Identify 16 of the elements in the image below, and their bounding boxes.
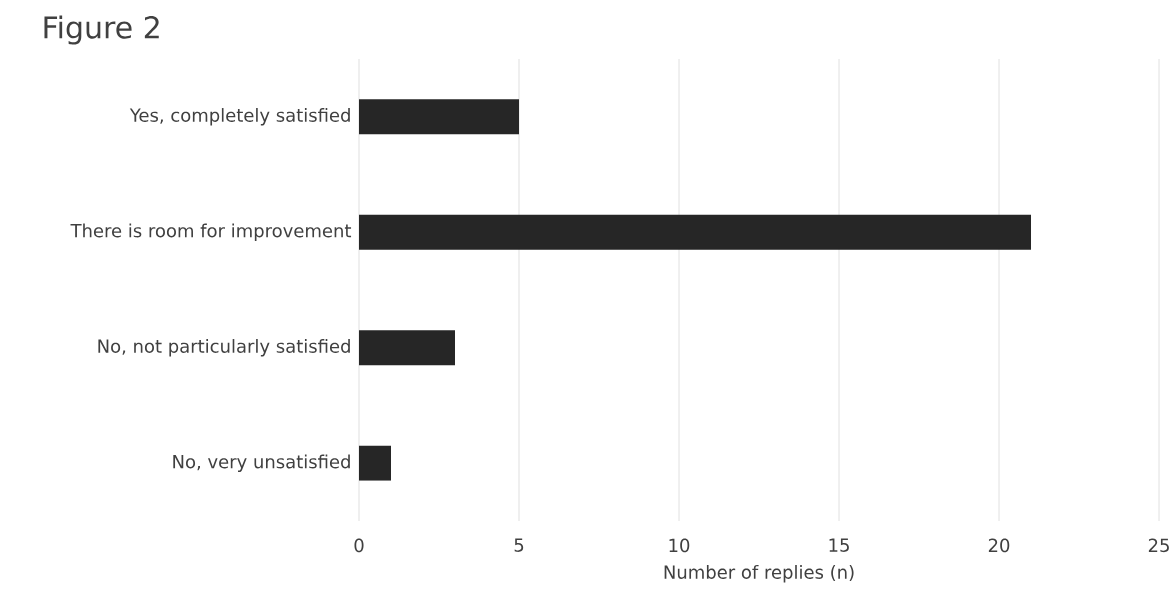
text: Figure 2 xyxy=(44,15,159,45)
x-tick-label: 15 xyxy=(829,538,849,552)
x-tick-label: 0 xyxy=(354,538,364,553)
x-tick-label: 5 xyxy=(514,538,524,552)
x-tick-label: 25 xyxy=(1148,538,1169,553)
y-tick-label: No, very unsatisfied xyxy=(173,454,350,472)
y-tick-label: There is room for improvement xyxy=(70,223,352,241)
y-tick-label: No, not particularly satisfied xyxy=(98,339,350,357)
x-tick-label: 10 xyxy=(669,538,690,553)
bar xyxy=(359,330,455,366)
x-tick-label: 20 xyxy=(988,538,1010,553)
bar xyxy=(359,214,1032,250)
x-axis-title: Number of replies (n) xyxy=(664,565,854,583)
bar xyxy=(359,445,391,481)
bar xyxy=(359,99,519,135)
y-tick-label: Yes, completely satisfied xyxy=(129,108,350,126)
